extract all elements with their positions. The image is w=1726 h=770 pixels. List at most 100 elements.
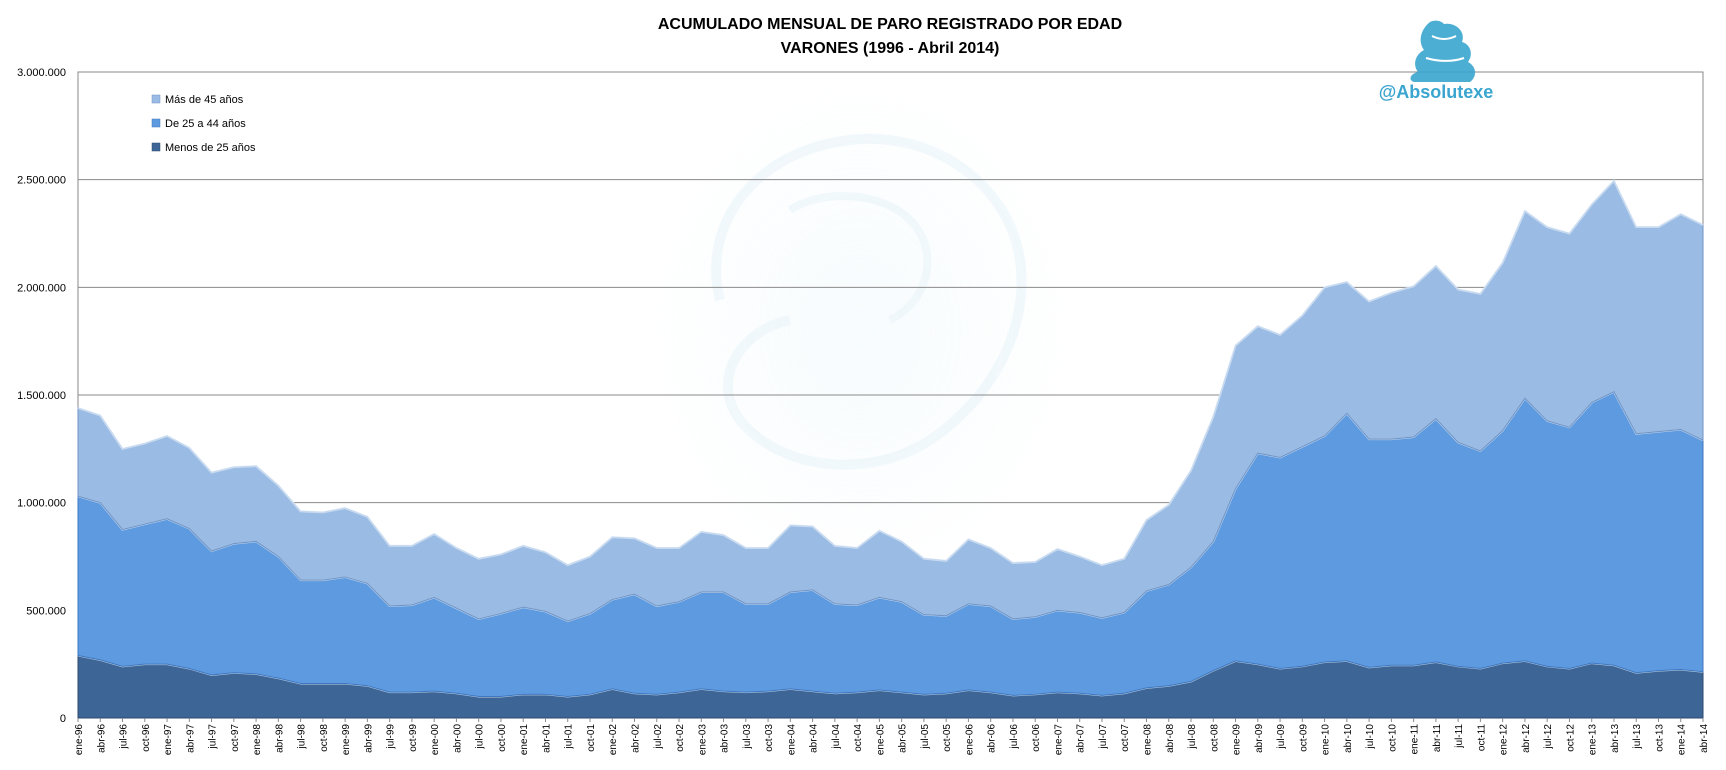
watermark-handle: @Absolutexe — [1379, 82, 1494, 102]
series-areas — [77, 178, 1704, 719]
x-tick-label: abr-10 — [1343, 724, 1354, 753]
y-axis-ticks: 0 500.000 1.000.000 1.500.000 2.000.000 2.500… — [17, 67, 66, 725]
x-tick-label: ene-12 — [1499, 724, 1510, 756]
x-tick-label: ene-07 — [1053, 724, 1064, 756]
legend-item-mas-45: Más de 45 años — [151, 94, 244, 106]
x-tick-label: abr-11 — [1432, 724, 1443, 753]
x-tick-label: abr-97 — [185, 724, 196, 753]
x-tick-label: jul-08 — [1187, 724, 1198, 750]
x-tick-label: jul-04 — [831, 724, 842, 750]
x-tick-label: jul-11 — [1454, 724, 1465, 749]
seal-watermark — [650, 80, 1070, 580]
x-tick-label: abr-05 — [898, 724, 909, 753]
y-tick-label: 1.500.000 — [17, 390, 66, 402]
x-tick-label: jul-07 — [1098, 724, 1109, 750]
y-tick-label: 2.000.000 — [17, 282, 66, 294]
legend-swatch-menos-25 — [151, 142, 161, 152]
x-tick-label: abr-03 — [720, 724, 731, 753]
legend-label-25-44: De 25 a 44 años — [165, 118, 246, 130]
x-tick-label: jul-05 — [920, 724, 931, 750]
x-tick-label: oct-96 — [141, 724, 152, 752]
x-tick-label: jul-12 — [1543, 724, 1554, 750]
x-tick-label: ene-06 — [964, 724, 975, 756]
legend-swatch-mas-45 — [151, 94, 161, 104]
x-tick-label: ene-09 — [1232, 724, 1243, 756]
y-tick-label: 3.000.000 — [17, 67, 66, 79]
x-tick-label: ene-98 — [252, 724, 263, 756]
x-tick-label: ene-13 — [1588, 724, 1599, 756]
x-tick-label: abr-08 — [1165, 724, 1176, 753]
x-tick-label: ene-99 — [341, 724, 352, 756]
x-tick-label: abr-06 — [987, 724, 998, 753]
x-tick-label: jul-09 — [1276, 724, 1287, 750]
x-tick-label: abr-98 — [274, 724, 285, 753]
x-tick-label: oct-03 — [764, 724, 775, 752]
x-tick-label: oct-07 — [1120, 724, 1131, 752]
x-tick-label: abr-14 — [1699, 724, 1710, 753]
x-tick-label: oct-01 — [586, 724, 597, 752]
chart-title: ACUMULADO MENSUAL DE PARO REGISTRADO POR… — [658, 16, 1122, 33]
x-tick-label: jul-06 — [1009, 724, 1020, 750]
x-tick-label: abr-96 — [96, 724, 107, 753]
x-tick-label: abr-07 — [1076, 724, 1087, 753]
x-tick-label: abr-13 — [1610, 724, 1621, 753]
x-tick-label: jul-02 — [653, 724, 664, 750]
x-tick-label: oct-09 — [1298, 724, 1309, 752]
x-tick-label: ene-96 — [74, 724, 85, 756]
x-tick-label: oct-05 — [942, 724, 953, 752]
x-tick-label: abr-12 — [1521, 724, 1532, 753]
x-tick-label: oct-08 — [1209, 724, 1220, 752]
x-tick-label: jul-00 — [475, 724, 486, 750]
legend-label-mas-45: Más de 45 años — [165, 94, 244, 106]
x-tick-label: jul-13 — [1632, 724, 1643, 750]
legend-item-25-44: De 25 a 44 años — [151, 118, 246, 130]
x-tick-label: jul-10 — [1365, 724, 1376, 750]
x-tick-label: oct-12 — [1565, 724, 1576, 752]
x-tick-label: oct-99 — [408, 724, 419, 752]
x-tick-label: ene-08 — [1142, 724, 1153, 756]
x-tick-label: jul-01 — [564, 724, 575, 750]
y-tick-label: 2.500.000 — [17, 175, 66, 187]
x-tick-label: ene-02 — [608, 724, 619, 756]
x-tick-label: ene-10 — [1321, 724, 1332, 756]
x-tick-label: oct-11 — [1476, 724, 1487, 751]
y-tick-label: 1.000.000 — [17, 498, 66, 510]
x-tick-label: jul-98 — [297, 724, 308, 750]
x-tick-label: ene-14 — [1677, 724, 1688, 756]
x-tick-label: oct-04 — [853, 724, 864, 752]
x-axis-ticks: ene-96 abr-96 jul-96 oct-96 ene-97 abr-97 jul-… — [74, 718, 1710, 755]
x-tick-label: oct-02 — [675, 724, 686, 752]
x-tick-label: oct-06 — [1031, 724, 1042, 752]
x-tick-label: oct-00 — [497, 724, 508, 752]
legend: Más de 45 años De 25 a 44 años Menos de … — [151, 94, 256, 154]
x-tick-label: oct-10 — [1387, 724, 1398, 752]
x-tick-label: oct-13 — [1654, 724, 1665, 752]
x-tick-label: ene-01 — [519, 724, 530, 756]
x-tick-label: jul-96 — [119, 724, 130, 750]
x-tick-label: abr-01 — [541, 724, 552, 753]
area-edge-2 — [77, 178, 1704, 567]
x-tick-label: ene-04 — [786, 724, 797, 756]
x-tick-label: ene-11 — [1410, 724, 1421, 755]
chart-subtitle: VARONES (1996 - Abril 2014) — [781, 40, 1000, 57]
x-tick-label: ene-05 — [875, 724, 886, 756]
x-tick-label: ene-00 — [430, 724, 441, 756]
x-tick-label: abr-99 — [363, 724, 374, 753]
legend-label-menos-25: Menos de 25 años — [165, 142, 256, 154]
x-tick-label: jul-99 — [386, 724, 397, 750]
x-tick-label: ene-97 — [163, 724, 174, 756]
legend-item-menos-25: Menos de 25 años — [151, 142, 256, 154]
x-tick-label: oct-98 — [319, 724, 330, 752]
x-tick-label: abr-04 — [809, 724, 820, 753]
x-tick-label: abr-02 — [631, 724, 642, 753]
legend-swatch-25-44 — [151, 118, 161, 128]
x-tick-label: abr-00 — [452, 724, 463, 753]
x-tick-label: jul-97 — [208, 724, 219, 750]
y-tick-label: 0 — [60, 713, 66, 725]
x-tick-label: abr-09 — [1254, 724, 1265, 753]
x-tick-label: jul-03 — [742, 724, 753, 750]
x-tick-label: oct-97 — [230, 724, 241, 752]
y-tick-label: 500.000 — [26, 605, 66, 617]
x-tick-label: ene-03 — [697, 724, 708, 756]
